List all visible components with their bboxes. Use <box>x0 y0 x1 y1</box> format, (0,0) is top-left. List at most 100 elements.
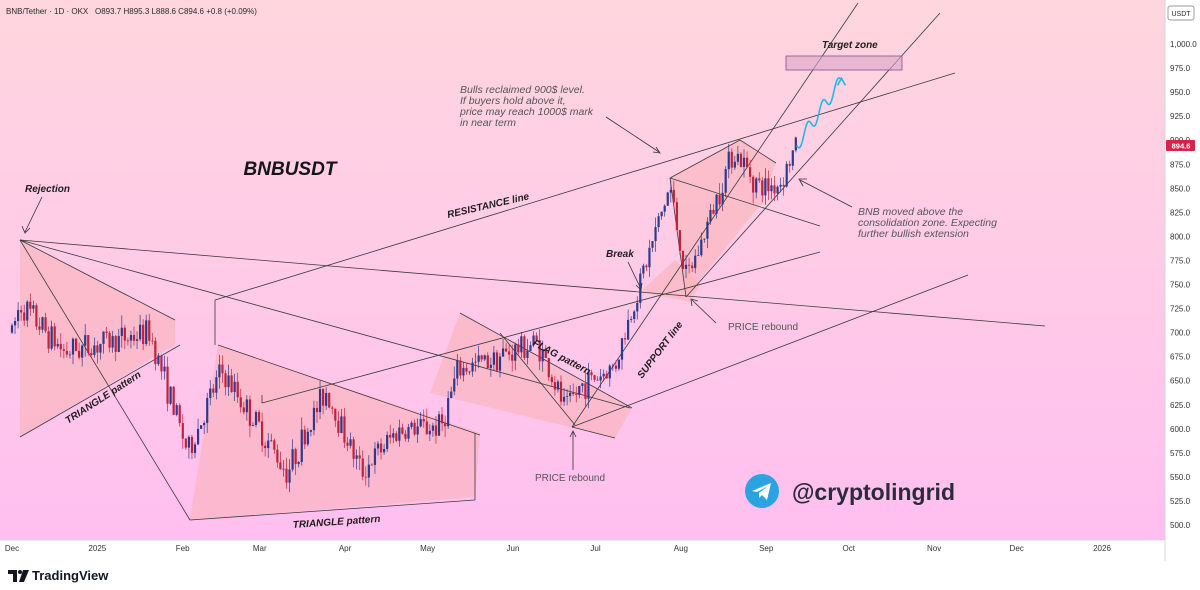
candle-body <box>471 362 474 372</box>
trendline[interactable] <box>19 239 631 409</box>
candle-body <box>32 305 35 309</box>
break-arrowhead <box>635 282 643 291</box>
candle-body <box>730 151 733 168</box>
candle-body <box>709 209 712 222</box>
candle-body <box>148 320 151 341</box>
price-tick-label: 800.0 <box>1170 232 1191 241</box>
candle-body <box>532 335 535 346</box>
candle-body <box>724 169 727 193</box>
trendline[interactable] <box>19 239 191 521</box>
trendline[interactable] <box>459 312 633 409</box>
candle-body <box>474 361 477 363</box>
trendline[interactable] <box>19 239 1046 327</box>
candle-body <box>245 399 248 413</box>
candle-body <box>745 157 749 168</box>
candle-body <box>386 434 389 449</box>
trendline[interactable] <box>189 499 476 521</box>
candle-body <box>254 412 258 426</box>
candle-body <box>108 332 111 348</box>
trendline[interactable] <box>19 344 181 438</box>
candle-body <box>392 433 395 438</box>
pattern-area <box>670 140 776 297</box>
candle-body <box>331 407 334 409</box>
currency-box[interactable] <box>1167 5 1195 21</box>
symbol-line: BNB/Tether · 1D · OKX <box>6 7 89 16</box>
candle-body <box>184 438 187 448</box>
trendline[interactable] <box>669 139 741 179</box>
candle-body <box>181 423 184 439</box>
trendline[interactable] <box>261 251 821 404</box>
price-tick-label: 825.0 <box>1170 208 1191 217</box>
candle-body <box>26 301 29 321</box>
rebound-arrowhead-1 <box>569 430 577 438</box>
candle-body <box>309 430 312 432</box>
bnb-note-line-2: consolidation zone. Expecting <box>858 217 997 229</box>
candle-body <box>749 167 752 177</box>
trendline[interactable] <box>214 72 956 301</box>
candle-body <box>29 301 32 309</box>
candle-body <box>627 319 630 340</box>
candle-body <box>364 476 367 478</box>
candle-body <box>340 416 343 434</box>
candle-body <box>334 408 337 421</box>
candle-body <box>645 265 648 268</box>
candle-body <box>282 468 285 470</box>
trendline[interactable] <box>217 344 481 436</box>
trendline[interactable] <box>19 239 176 321</box>
price-tick-label: 525.0 <box>1170 497 1191 506</box>
break-arrow <box>627 261 642 290</box>
candle-body <box>111 336 114 348</box>
candle-body <box>206 397 209 423</box>
trendline[interactable] <box>571 426 616 439</box>
price-tick-label: 650.0 <box>1170 377 1191 386</box>
time-tick-label: Apr <box>339 544 352 553</box>
price-tick-label: 600.0 <box>1170 425 1191 434</box>
candle-body <box>196 428 200 445</box>
bulls-note-line-4: in near term <box>460 117 516 129</box>
candle-body <box>739 153 743 167</box>
price-tick-label: 625.0 <box>1170 401 1191 410</box>
candle-body <box>501 348 505 357</box>
plot-background <box>0 0 1165 540</box>
price-axis-ticks: 1,000.0975.0950.0925.0900.0875.0850.0825… <box>1170 40 1197 530</box>
tradingview-logo-icon[interactable] <box>8 569 30 583</box>
last-price-value: 894.6 <box>1172 142 1191 151</box>
candle-body <box>538 340 541 362</box>
candle-body <box>697 255 700 256</box>
candles <box>10 136 797 493</box>
pattern-area <box>190 345 480 520</box>
price-tick-label: 975.0 <box>1170 64 1191 73</box>
time-tick-label: Feb <box>176 544 190 553</box>
candle-body <box>547 358 550 378</box>
trendline[interactable] <box>739 139 777 164</box>
candle-body <box>349 439 352 446</box>
candle-body <box>358 455 361 459</box>
candle-body <box>145 320 148 344</box>
candle-body <box>666 192 669 206</box>
footer: TradingView <box>0 561 1200 590</box>
candle-body <box>428 430 431 435</box>
candle-body <box>273 440 276 450</box>
trendline[interactable] <box>669 177 687 298</box>
candle-body <box>462 367 465 376</box>
candle-body <box>215 377 218 393</box>
bnb-note: BNB moved above the consolidation zone. … <box>858 206 997 240</box>
time-tick-label: Dec <box>1010 544 1024 553</box>
telegram-brand[interactable]: @cryptolingrid <box>745 474 955 508</box>
candle-body <box>599 376 602 381</box>
break-label: Break <box>606 249 634 260</box>
candle-body <box>123 327 126 341</box>
candle-body <box>767 178 770 192</box>
time-tick-label: Dec <box>5 544 19 553</box>
candle-body <box>456 360 459 379</box>
candle-body <box>90 352 93 355</box>
trendline[interactable] <box>571 274 969 428</box>
candle-body <box>154 340 157 365</box>
candle-body <box>444 423 447 427</box>
candle-body <box>23 312 26 321</box>
trendline[interactable] <box>571 2 859 428</box>
candle-body <box>782 184 785 187</box>
trendline[interactable] <box>669 177 821 227</box>
candle-body <box>315 407 319 413</box>
